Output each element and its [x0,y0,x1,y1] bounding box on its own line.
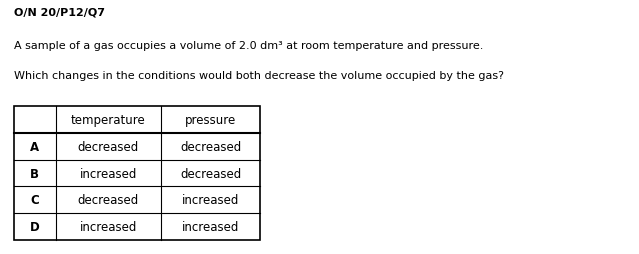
Text: D: D [30,220,40,233]
Text: B: B [30,167,40,180]
Text: increased: increased [80,167,137,180]
Text: increased: increased [182,220,239,233]
Text: decreased: decreased [78,194,139,207]
Text: Which changes in the conditions would both decrease the volume occupied by the g: Which changes in the conditions would bo… [14,71,504,81]
Text: temperature: temperature [71,114,146,126]
Text: A: A [30,140,40,153]
Text: increased: increased [182,194,239,207]
Text: decreased: decreased [180,140,241,153]
Text: C: C [31,194,39,207]
Text: decreased: decreased [78,140,139,153]
Text: A sample of a gas occupies a volume of 2.0 dm³ at room temperature and pressure.: A sample of a gas occupies a volume of 2… [14,41,484,51]
Text: decreased: decreased [180,167,241,180]
Text: increased: increased [80,220,137,233]
Text: O/N 20/P12/Q7: O/N 20/P12/Q7 [14,8,105,18]
Text: pressure: pressure [185,114,236,126]
